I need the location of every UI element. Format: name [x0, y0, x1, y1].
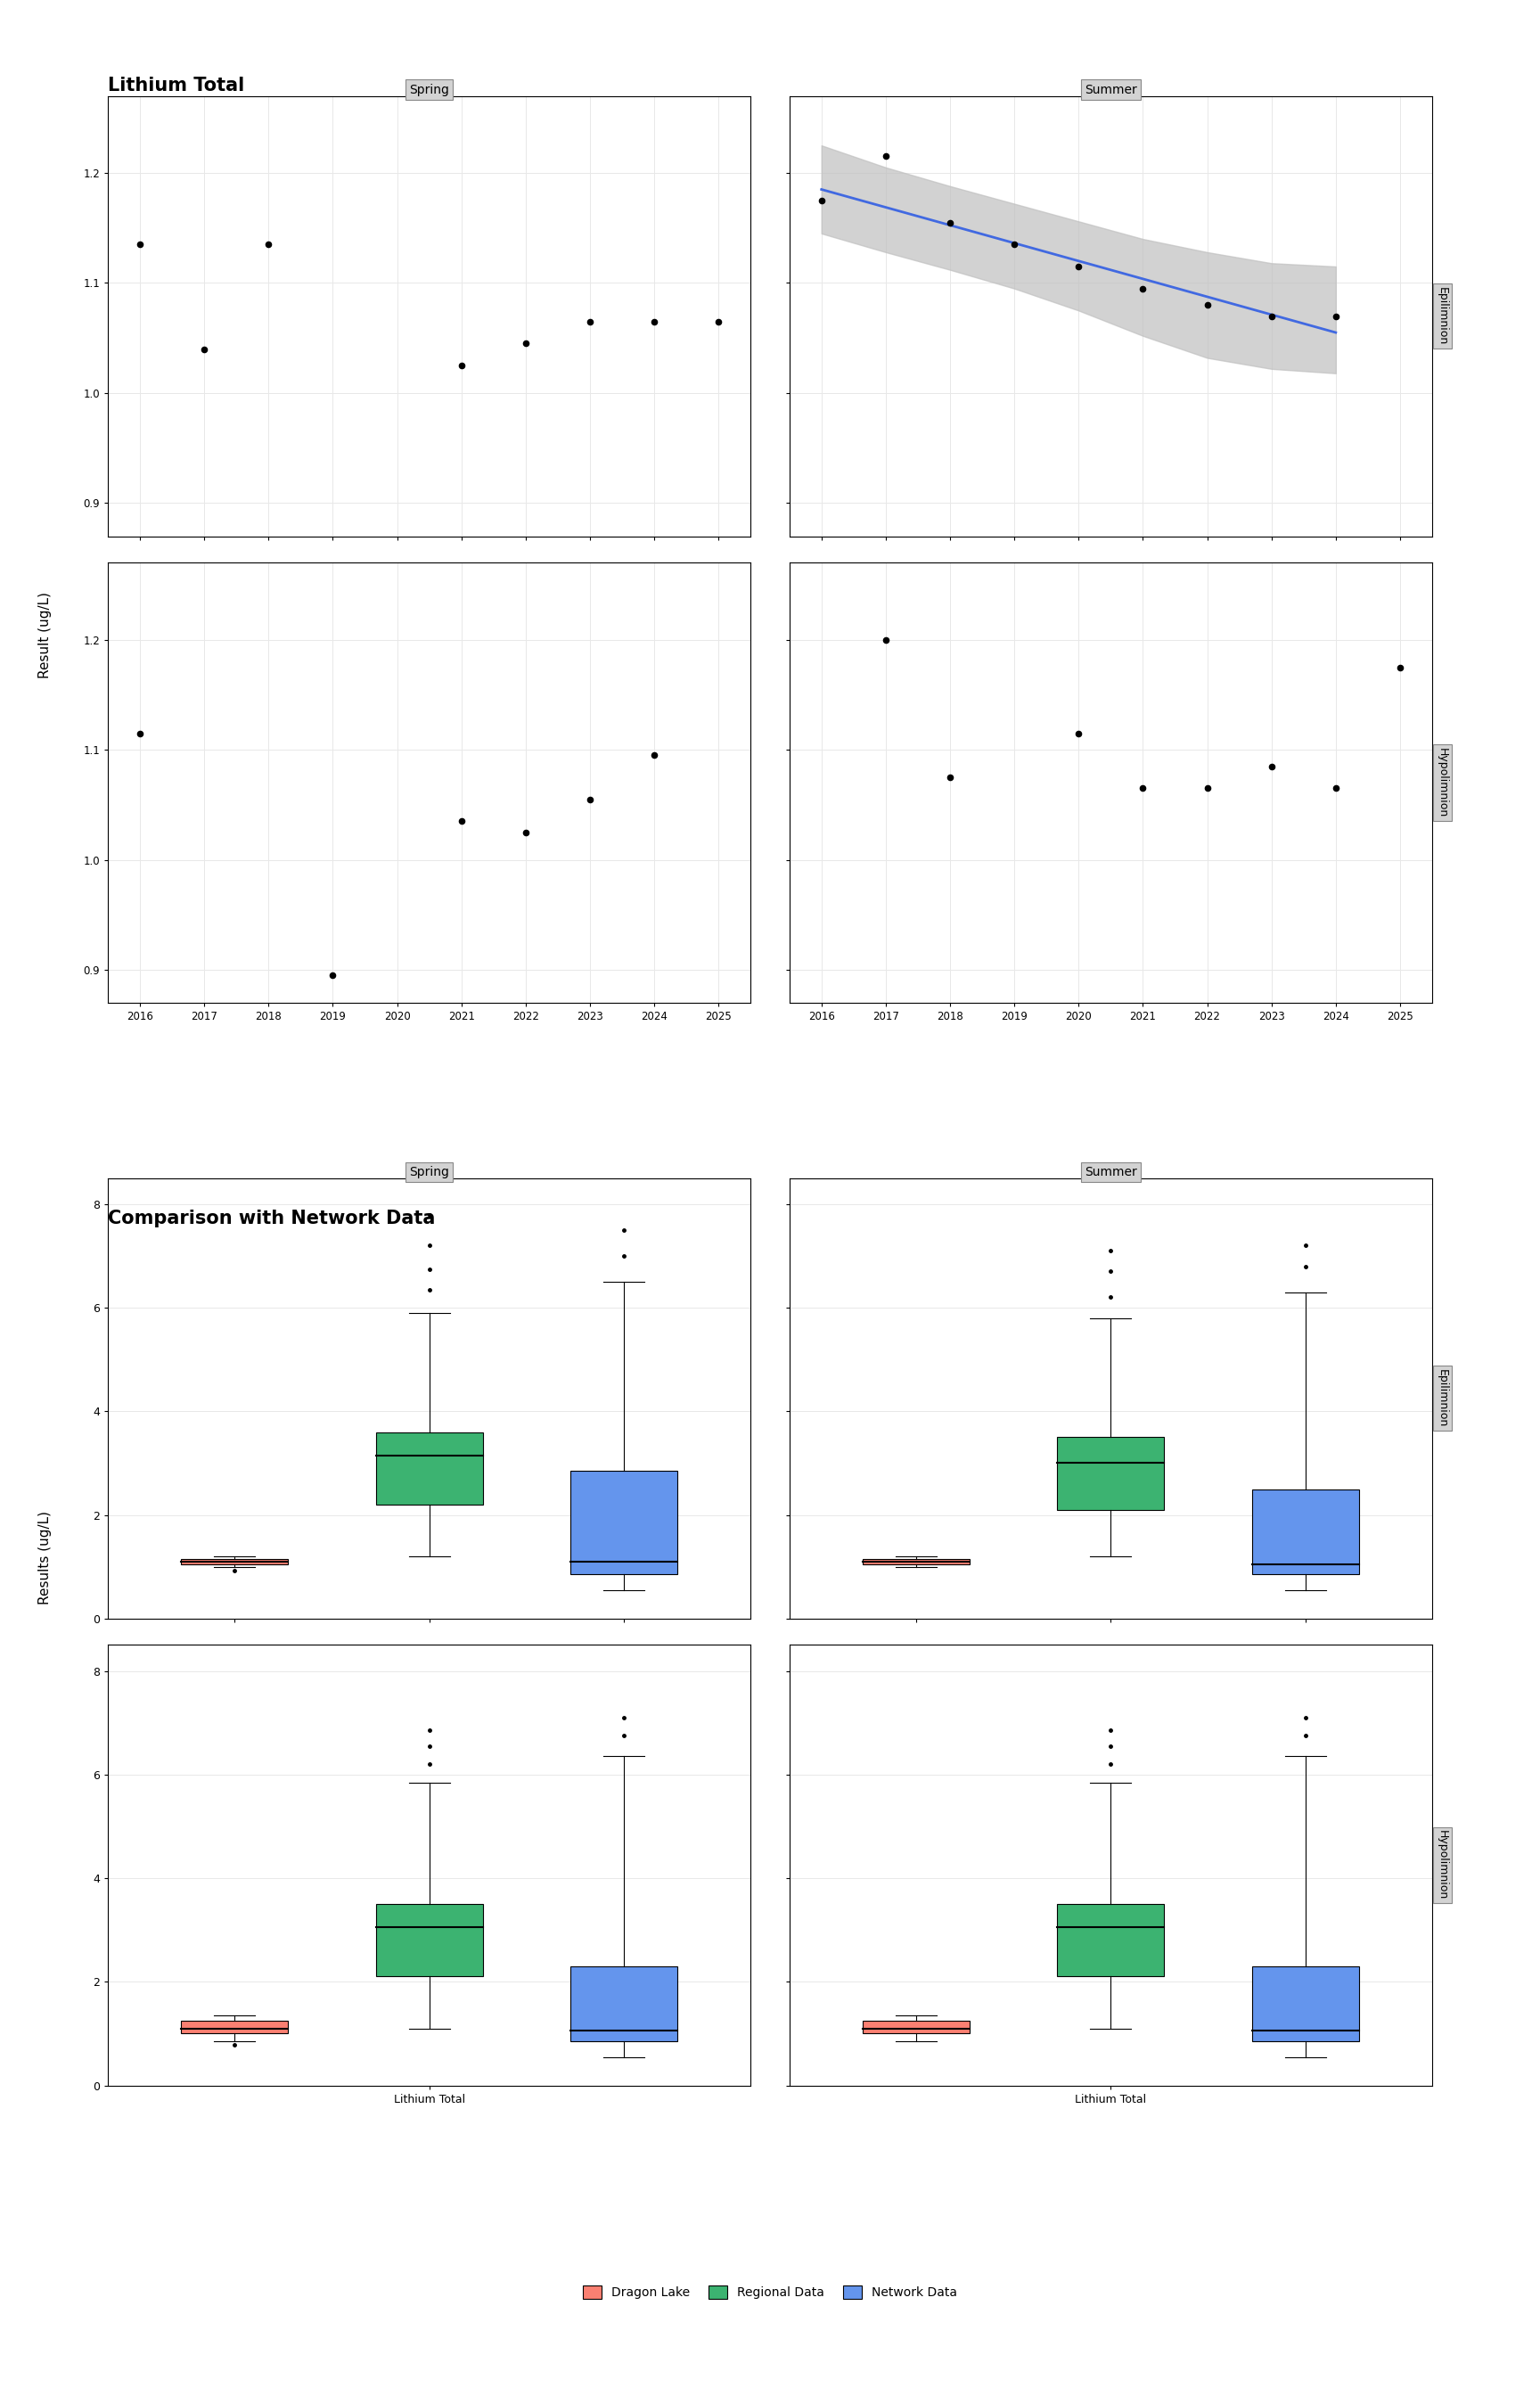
Text: Result (ug/L): Result (ug/L) [38, 592, 52, 678]
Bar [862, 1560, 970, 1565]
Text: Comparison with Network Data: Comparison with Network Data [108, 1210, 436, 1227]
Bar [1252, 1967, 1360, 2041]
Text: Lithium Total: Lithium Total [108, 77, 245, 93]
Point [1323, 297, 1348, 335]
Bar [180, 1560, 288, 1565]
Title: Summer: Summer [1084, 1167, 1137, 1179]
Point [1195, 285, 1220, 323]
Bar [180, 2020, 288, 2034]
Title: Spring: Spring [410, 84, 450, 96]
Point [1066, 714, 1090, 752]
Point [1003, 225, 1027, 264]
Point [320, 956, 345, 994]
Bar [1252, 1488, 1360, 1574]
Point [1260, 297, 1284, 335]
Point [1130, 268, 1155, 307]
Point [513, 812, 537, 851]
Point [1130, 769, 1155, 807]
Point [578, 302, 602, 340]
Bar [376, 1905, 484, 1977]
Title: Summer: Summer [1084, 84, 1137, 96]
Point [642, 736, 667, 774]
Bar [1056, 1438, 1164, 1509]
Point [873, 621, 898, 659]
Point [192, 331, 217, 369]
Point [808, 182, 833, 220]
Point [1066, 247, 1090, 285]
Bar [1056, 1905, 1164, 1977]
Point [642, 302, 667, 340]
Point [938, 757, 962, 795]
Point [128, 714, 152, 752]
Point [1260, 748, 1284, 786]
Bar [570, 1471, 678, 1574]
Bar [570, 1967, 678, 2041]
Bar [862, 2020, 970, 2034]
Text: Epilimnion: Epilimnion [1437, 288, 1449, 345]
Text: Hypolimnion: Hypolimnion [1437, 748, 1449, 817]
Point [578, 781, 602, 819]
Point [1323, 769, 1348, 807]
Text: Hypolimnion: Hypolimnion [1437, 1831, 1449, 1900]
Text: Epilimnion: Epilimnion [1437, 1371, 1449, 1428]
Point [938, 204, 962, 242]
Point [1195, 769, 1220, 807]
Point [707, 302, 732, 340]
Point [450, 347, 474, 386]
Point [873, 137, 898, 175]
Title: Spring: Spring [410, 1167, 450, 1179]
Bar [376, 1433, 484, 1505]
Text: Results (ug/L): Results (ug/L) [38, 1509, 52, 1605]
Point [1388, 647, 1412, 685]
Point [513, 323, 537, 362]
Point [450, 803, 474, 841]
Legend: Dragon Lake, Regional Data, Network Data: Dragon Lake, Regional Data, Network Data [578, 2281, 962, 2305]
Point [128, 225, 152, 264]
Point [256, 225, 280, 264]
